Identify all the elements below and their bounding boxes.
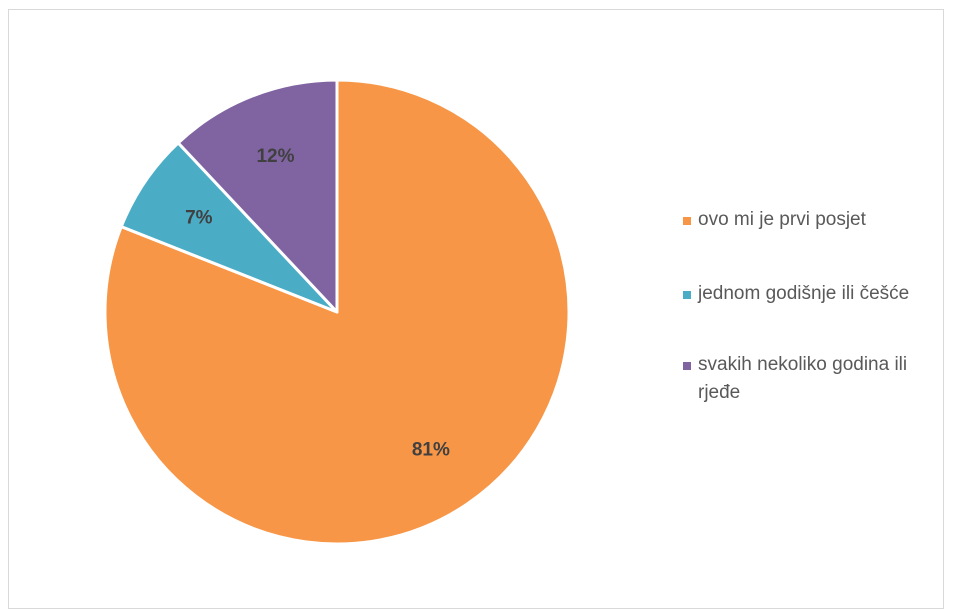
data-label-first-visit: 81% (412, 440, 450, 461)
legend-item-yearly: jednom godišnje ili češće (683, 280, 948, 308)
pie-slices (103, 78, 571, 546)
legend-label: svakih nekoliko godina ili rjeđe (698, 354, 908, 403)
legend-item-every-few-years: svakih nekoliko godina ili rjeđe (683, 351, 948, 407)
legend-swatch (683, 217, 691, 225)
data-label-every-few-years: 12% (256, 146, 294, 167)
legend-swatch (683, 291, 691, 299)
legend: ovo mi je prvi posjet jednom godišnje il… (683, 206, 948, 407)
legend-item-first-visit: ovo mi je prvi posjet (683, 206, 948, 234)
pie-slice-yearly (119, 141, 339, 314)
legend-label: jednom godišnje ili češće (698, 283, 910, 304)
legend-label: ovo mi je prvi posjet (698, 209, 866, 230)
data-label-yearly: 7% (185, 208, 213, 229)
legend-swatch (683, 362, 691, 370)
data-labels: 81% 7% 12% (185, 146, 450, 460)
pie-slice-every-few-years (176, 78, 339, 314)
